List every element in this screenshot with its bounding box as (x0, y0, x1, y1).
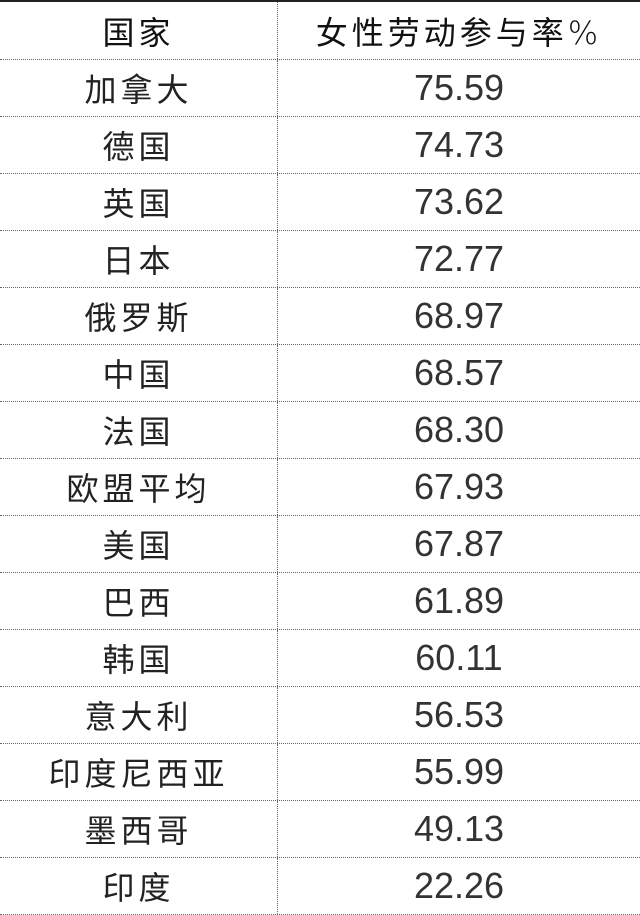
table-row: 巴西 61.89 (0, 573, 640, 630)
country-cell: 中国 (0, 345, 278, 401)
table-row: 中国 68.57 (0, 345, 640, 402)
table-row: 加拿大 75.59 (0, 60, 640, 117)
country-cell: 欧盟平均 (0, 459, 278, 515)
table-row: 德国 74.73 (0, 117, 640, 174)
rate-cell: 22.26 (413, 865, 505, 906)
table-row: 墨西哥 49.13 (0, 801, 640, 858)
country-cell: 俄罗斯 (0, 288, 278, 344)
header-country: 国家 (0, 2, 278, 59)
table-header: 国家 女性劳动参与率% (0, 2, 640, 60)
country-cell: 德国 (0, 117, 278, 173)
country-cell: 巴西 (0, 573, 278, 629)
rate-cell: 75.59 (413, 67, 505, 108)
table-row: 意大利 56.53 (0, 687, 640, 744)
rate-cell: 60.11 (415, 637, 503, 678)
table-row: 美国 67.87 (0, 516, 640, 573)
table-row: 法国 68.30 (0, 402, 640, 459)
rate-cell: 68.97 (413, 295, 505, 336)
rate-cell: 55.99 (413, 751, 505, 792)
rate-cell: 68.30 (413, 409, 505, 450)
table-row: 印度 22.26 (0, 858, 640, 915)
country-cell: 韩国 (0, 630, 278, 686)
header-rate: 女性劳动参与率% (315, 13, 603, 52)
rate-cell: 68.57 (413, 352, 505, 393)
table-row: 印度尼西亚 55.99 (0, 744, 640, 801)
country-cell: 美国 (0, 516, 278, 572)
table-row: 俄罗斯 68.97 (0, 288, 640, 345)
country-cell: 英国 (0, 174, 278, 230)
country-cell: 印度 (0, 858, 278, 914)
rate-cell: 61.89 (413, 580, 505, 621)
country-cell: 意大利 (0, 687, 278, 743)
table-row: 日本 72.77 (0, 231, 640, 288)
country-cell: 墨西哥 (0, 801, 278, 857)
table-row: 韩国 60.11 (0, 630, 640, 687)
country-cell: 印度尼西亚 (0, 744, 278, 800)
rate-cell: 73.62 (413, 181, 505, 222)
country-cell: 加拿大 (0, 60, 278, 116)
rate-cell: 72.77 (413, 238, 505, 279)
table-row: 欧盟平均 67.93 (0, 459, 640, 516)
country-cell: 法国 (0, 402, 278, 458)
rate-cell: 56.53 (413, 694, 505, 735)
table-row: 英国 73.62 (0, 174, 640, 231)
rate-cell: 67.93 (413, 466, 505, 507)
rate-cell: 67.87 (413, 523, 505, 564)
rate-cell: 49.13 (413, 808, 505, 849)
country-cell: 日本 (0, 231, 278, 287)
rate-cell: 74.73 (413, 124, 505, 165)
